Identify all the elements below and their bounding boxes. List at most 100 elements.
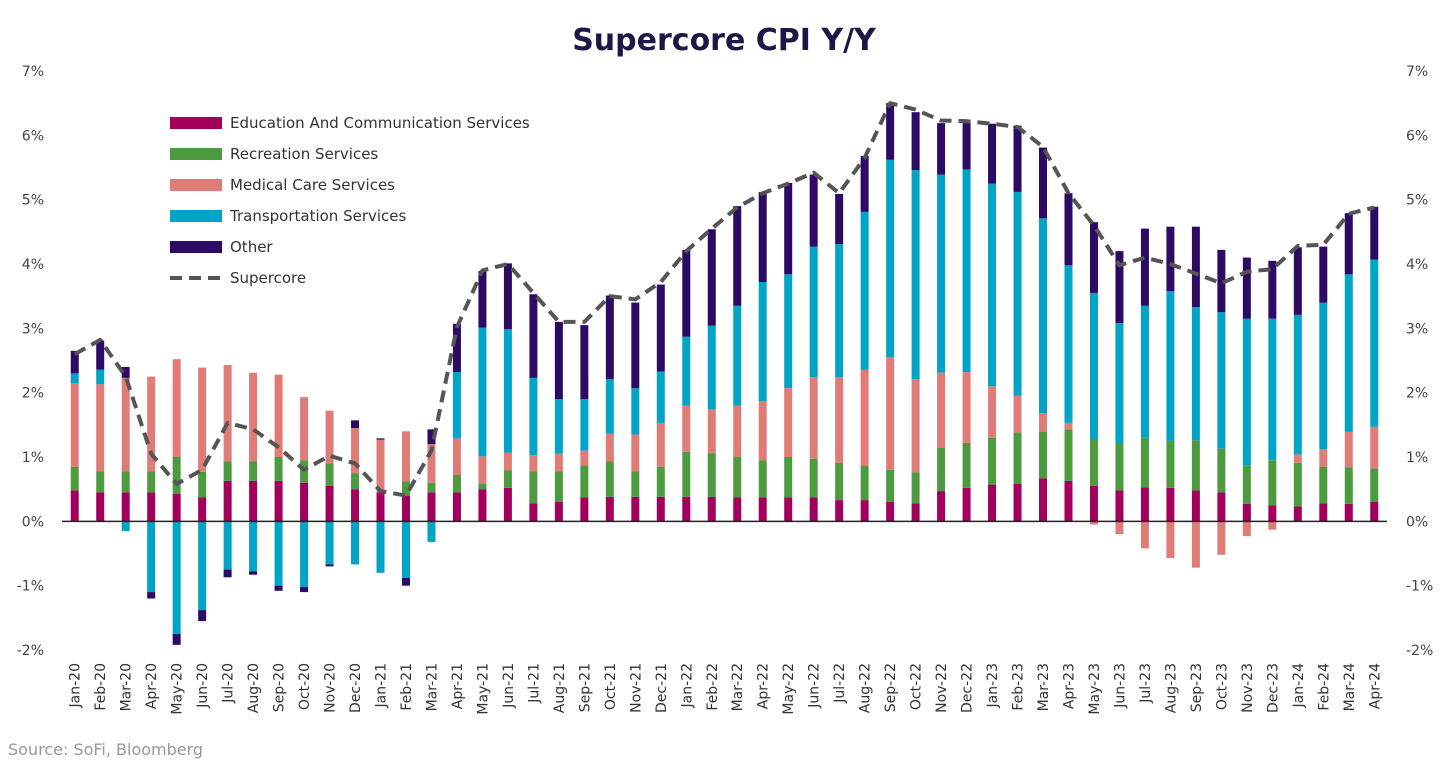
bar-segment (325, 564, 334, 567)
bar-segment (656, 466, 665, 497)
bar-segment (1039, 413, 1048, 432)
bar-segment (401, 431, 410, 482)
bar-segment (784, 497, 793, 522)
x-tick-label: May-23 (1087, 663, 1103, 715)
bar-segment (1064, 422, 1073, 430)
bar-segment (274, 480, 283, 522)
bar-segment (962, 487, 971, 522)
bar-segment (300, 482, 309, 522)
bar-segment (249, 480, 258, 522)
bar-segment (529, 455, 538, 472)
y-tick-label-right: 6% (1406, 128, 1428, 144)
x-tick-label: Apr-22 (756, 663, 772, 709)
bar-segment (988, 386, 997, 438)
bar-segment (1191, 307, 1200, 441)
y-tick-label-left: 4% (22, 257, 44, 273)
bar-segment (911, 170, 920, 380)
bar-segment (631, 471, 640, 497)
x-tick-label: May-20 (170, 663, 186, 715)
bar-segment (121, 377, 130, 472)
legend-swatch (170, 179, 222, 191)
legend-label: Supercore (230, 269, 306, 287)
bar-segment (401, 495, 410, 522)
y-tick-label-right: -1% (1406, 579, 1433, 595)
x-tick-label: Oct-22 (909, 663, 925, 710)
bar-segment (733, 305, 742, 406)
x-tick-label: Sep-22 (883, 663, 899, 712)
bar-segment (1166, 226, 1175, 292)
bar-segment (1039, 147, 1048, 219)
bar-segment (1166, 521, 1175, 558)
supercore-line (73, 101, 1375, 498)
bar-segment (835, 377, 844, 463)
legend-label: Other (230, 238, 273, 256)
bar-segment (1217, 492, 1226, 522)
bar-segment (96, 384, 105, 472)
bar-segment (198, 521, 207, 611)
bar-segment (1268, 318, 1277, 461)
bar-segment (1089, 292, 1098, 439)
bar-segment (937, 123, 946, 175)
x-tick-label: Oct-20 (297, 663, 313, 710)
bar-segment (325, 463, 334, 486)
bar-segment (96, 340, 105, 370)
x-tick-label: Jan-24 (1291, 663, 1307, 709)
bar-segment (554, 453, 563, 472)
bar-segment (401, 481, 410, 496)
bar-segment (172, 359, 181, 457)
bar-segment (300, 397, 309, 461)
bar-segment (631, 434, 640, 472)
bar-segment (1191, 521, 1200, 568)
bar-segment (962, 123, 971, 170)
bar-segment (427, 444, 436, 483)
bar-segment (1217, 312, 1226, 449)
bar-segment (401, 521, 410, 578)
bar-segment (376, 521, 385, 573)
x-tick-label: Jul-21 (526, 663, 542, 704)
bar-segment (580, 399, 589, 451)
bar-segment (1115, 521, 1124, 535)
bar-segment (835, 193, 844, 245)
x-tick-label: Aug-23 (1163, 663, 1179, 713)
x-tick-label: Feb-24 (1316, 663, 1332, 711)
bar-segment (656, 422, 665, 467)
x-tick-label: Mar-23 (1036, 663, 1052, 711)
x-tick-label: May-22 (781, 663, 797, 715)
x-tick-label: Feb-20 (93, 663, 109, 711)
legend-label: Medical Care Services (230, 176, 395, 194)
bar-segment (249, 571, 258, 575)
x-tick-label: Nov-20 (323, 663, 339, 713)
bar-segment (503, 487, 512, 522)
bar-segment (962, 169, 971, 373)
bar-segment (631, 388, 640, 435)
bar-segment (1344, 467, 1353, 504)
bar-segment (605, 433, 614, 462)
bar-segment (1039, 431, 1048, 479)
bar-segment (147, 376, 156, 472)
bar-segment (1293, 506, 1302, 522)
y-tick-label-left: 5% (22, 193, 44, 209)
x-tick-label: Nov-23 (1240, 663, 1256, 713)
bar-segment (758, 401, 767, 461)
bar-segment (784, 388, 793, 457)
y-tick-label-right: 4% (1406, 257, 1428, 273)
bar-segment (249, 521, 258, 572)
legend-swatch (170, 241, 222, 253)
x-tick-label: Mar-24 (1342, 663, 1358, 711)
bar-segment (1013, 484, 1022, 522)
bar-segment (223, 461, 232, 481)
x-axis: Jan-20 Feb-20 Mar-20 Apr-20 May-20 Jun-20 Jul-… (68, 663, 1384, 715)
bar-segment (886, 469, 895, 503)
bar-segment (147, 521, 156, 593)
bar-segment (376, 492, 385, 522)
bar-segment (1370, 468, 1379, 503)
bar-segment (1319, 246, 1328, 303)
bar-segment (911, 379, 920, 473)
chart-title: Supercore CPI Y/Y (572, 23, 877, 58)
bar-segment (503, 263, 512, 329)
bar-segment (274, 585, 283, 591)
y-tick-label-left: 6% (22, 128, 44, 144)
bar-segment (937, 174, 946, 373)
bar-segment (452, 438, 461, 476)
